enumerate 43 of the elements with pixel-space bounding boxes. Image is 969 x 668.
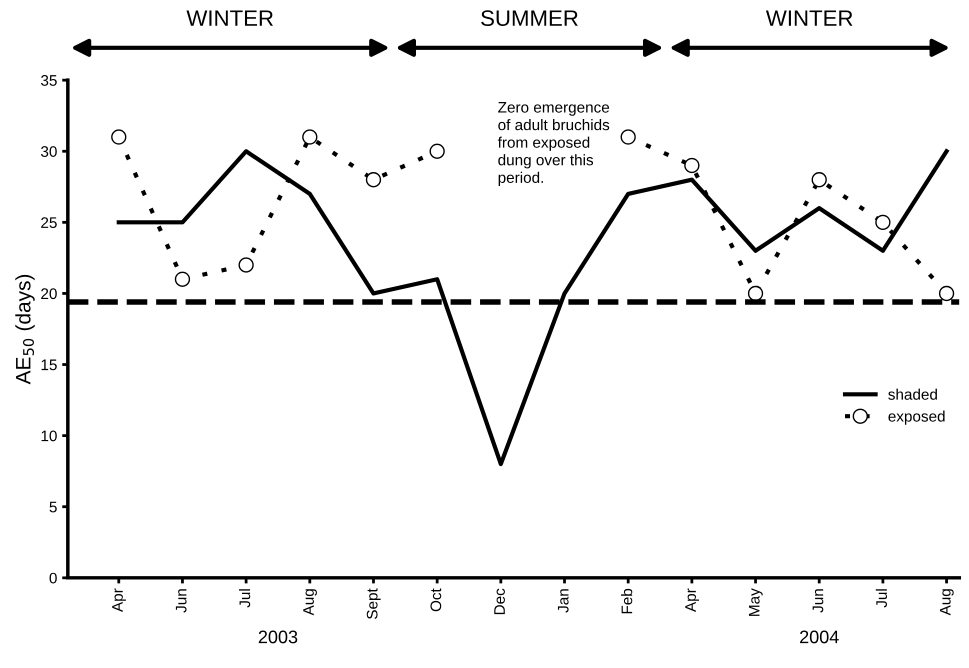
legend-label: shaded (888, 388, 937, 400)
point (748, 286, 764, 302)
point (684, 158, 700, 174)
point (430, 144, 445, 159)
x-tick-label: Aug (940, 589, 954, 616)
x-tick-label: Apr (685, 588, 699, 612)
y-tick-label: 5 (50, 502, 57, 512)
point (174, 272, 190, 287)
y-tick-label: 30 (41, 146, 57, 157)
legend-label: exposed (888, 410, 945, 425)
text: 2004 (800, 630, 839, 644)
text: 2003 (258, 630, 298, 644)
x-tick-label: Jun (812, 589, 824, 613)
x-tick-label: Jul (239, 589, 250, 608)
x-tick-label: May (748, 588, 763, 616)
annotation: Zero emergence of adult bruchids from exposed dung over this period. (498, 102, 610, 186)
point (620, 129, 636, 145)
point (111, 129, 126, 145)
x-tick-label: Jan (558, 589, 569, 613)
x-tick-label: Dec (494, 588, 505, 614)
text: SUMMER (481, 10, 578, 26)
point (302, 129, 318, 145)
point (875, 214, 891, 230)
point (238, 257, 254, 273)
x-tick-label: Feb (621, 588, 632, 614)
x-tick-label: Apr (112, 588, 126, 612)
y-tick-label: 10 (42, 430, 57, 442)
point (938, 286, 954, 302)
y-axis-title: AE$_{50}$ (days) (15, 274, 35, 384)
x-tick-label: Oct (430, 588, 442, 612)
x-tick-label: Aug (303, 589, 317, 616)
text: WINTER (766, 10, 852, 26)
x-tick-label: Jun (176, 589, 187, 613)
y-tick-label: 25 (41, 217, 57, 228)
point (812, 172, 827, 188)
y-tick-label: 0 (50, 572, 57, 584)
y-tick-label: 15 (42, 360, 57, 370)
point (366, 172, 382, 188)
text: WINTER (186, 10, 273, 26)
y-tick-label: 20 (41, 288, 57, 300)
x-tick-label: Sept (366, 588, 381, 619)
y-tick-label: 35 (41, 75, 57, 86)
x-tick-label: Jul (876, 589, 887, 608)
